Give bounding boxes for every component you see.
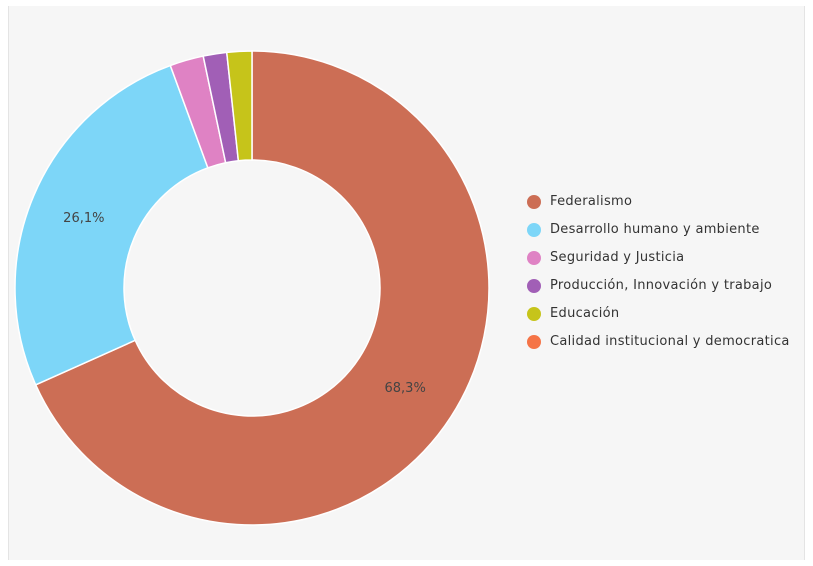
legend-label: Desarrollo humano y ambiente (550, 222, 760, 237)
legend-item-6[interactable]: Calidad institucional y democratica (526, 332, 796, 352)
donut-slice-1 (34, 50, 490, 526)
legend-swatch-icon (527, 223, 541, 237)
legend-swatch-icon (527, 279, 541, 293)
legend-swatch-icon (527, 251, 541, 265)
chart-legend: Federalismo Desarrollo humano y ambiente S… (526, 192, 796, 360)
legend-item-2[interactable]: Desarrollo humano y ambiente (526, 220, 796, 240)
slice-value-label-1: 68,3% (385, 381, 426, 396)
donut-slice-2 (14, 64, 209, 386)
legend-swatch-icon (527, 195, 541, 209)
legend-item-3[interactable]: Seguridad y Justicia (526, 248, 796, 268)
slice-value-label-2: 26,1% (63, 211, 104, 226)
donut-slice-5 (225, 50, 253, 162)
legend-label: Federalismo (550, 194, 633, 209)
legend-label: Seguridad y Justicia (550, 250, 685, 265)
legend-item-5[interactable]: Educación (526, 304, 796, 324)
legend-label: Educación (550, 306, 620, 321)
chart-panel: 68,3% 26,1% Federalismo Desarrollo humano … (8, 6, 805, 560)
donut-chart: 68,3% 26,1% (14, 50, 490, 526)
legend-label: Producción, Innovación y trabajo (550, 278, 773, 293)
legend-item-1[interactable]: Federalismo (526, 192, 796, 212)
legend-swatch-icon (527, 307, 541, 321)
legend-label: Calidad institucional y democratica (550, 334, 790, 349)
legend-item-4[interactable]: Producción, Innovación y trabajo (526, 276, 796, 296)
legend-swatch-icon (527, 335, 541, 349)
